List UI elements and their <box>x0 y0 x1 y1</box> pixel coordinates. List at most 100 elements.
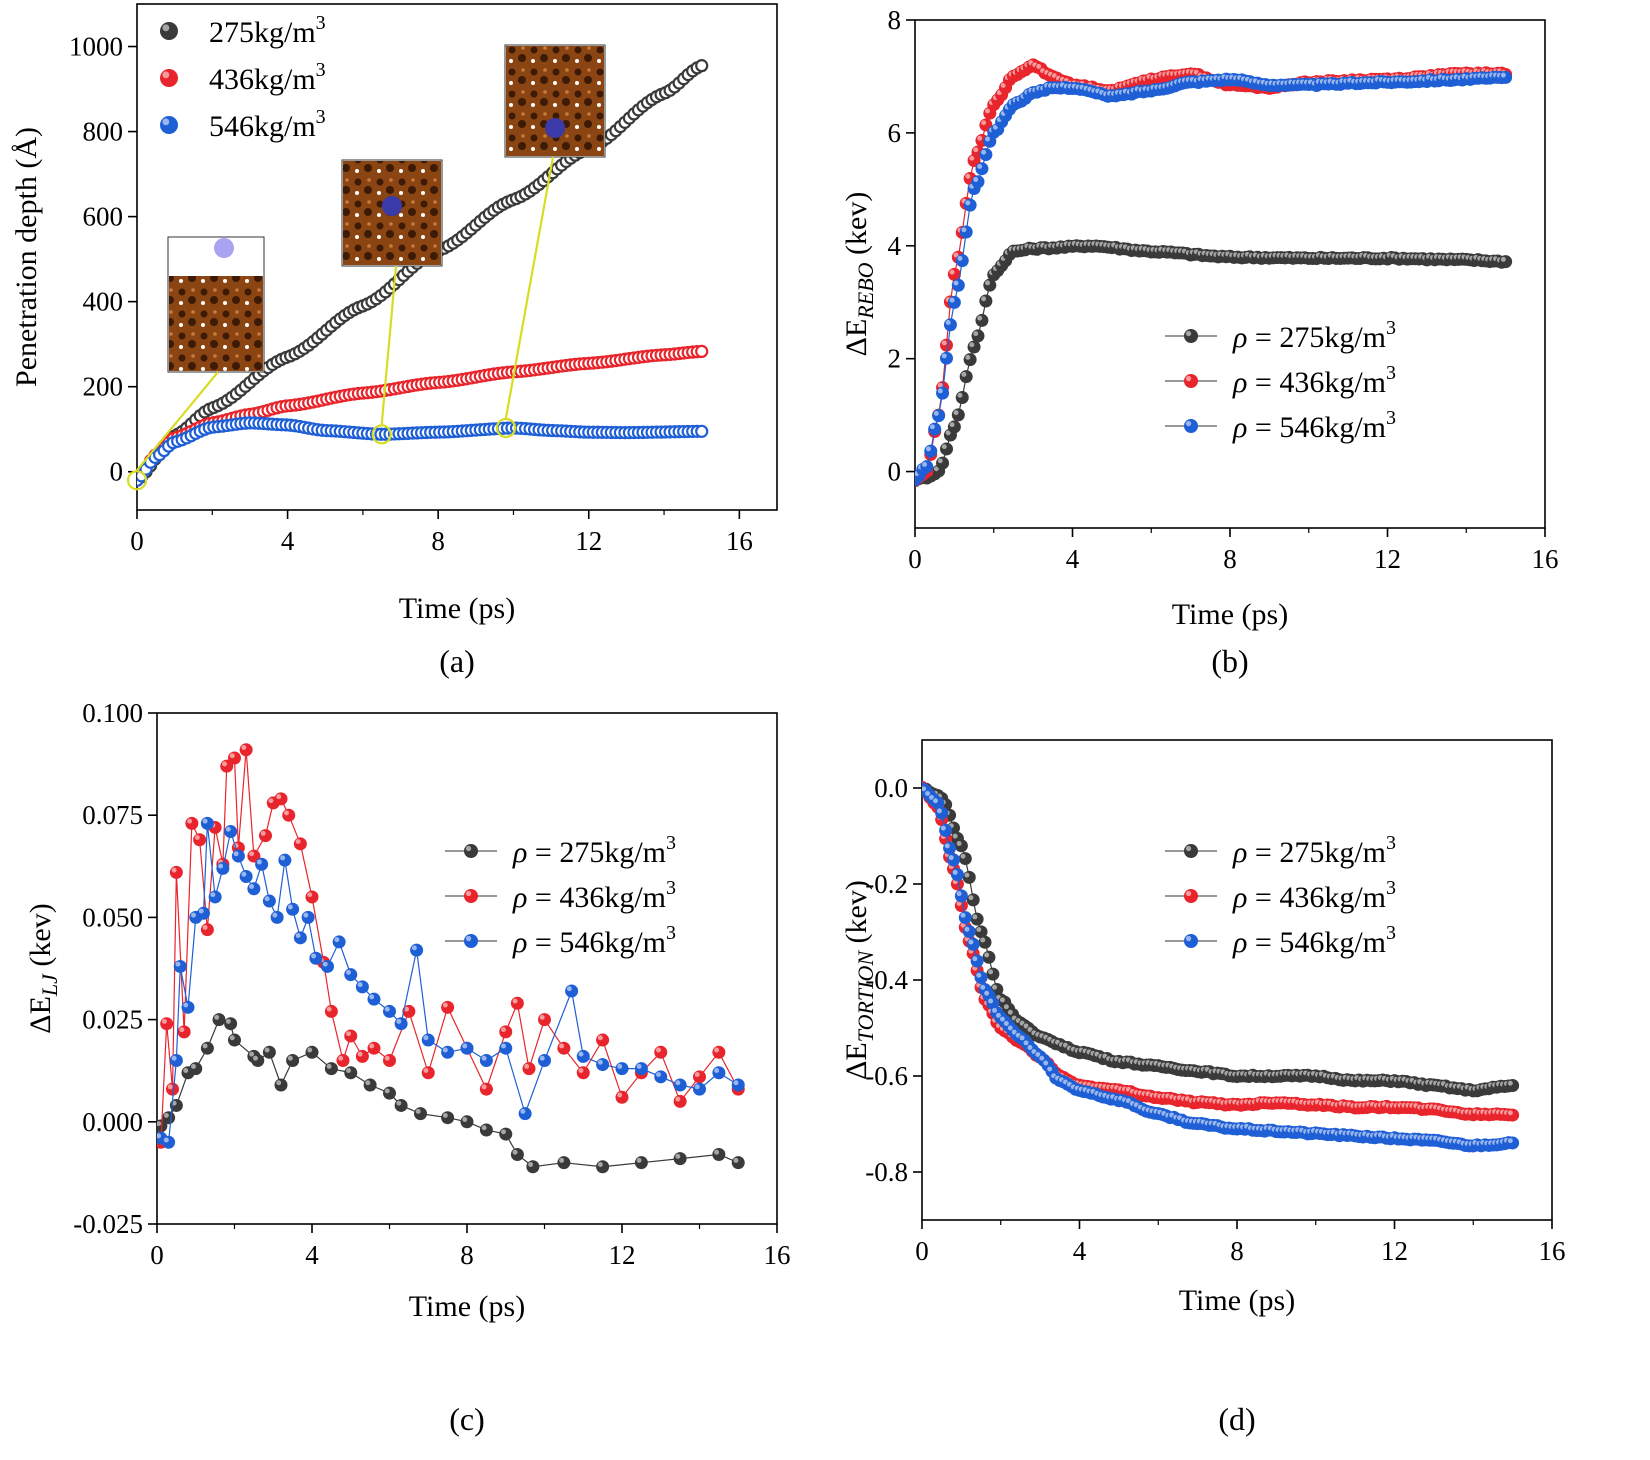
data-point <box>967 340 981 354</box>
data-point-highlight <box>976 927 982 933</box>
legend-label: ρ = 546kg/m3 <box>1232 407 1396 444</box>
data-point-highlight <box>929 794 935 800</box>
data-point <box>940 442 953 456</box>
legend-marker <box>160 116 178 134</box>
data-point <box>278 853 292 867</box>
x-tick-label: 12 <box>1381 1236 1408 1266</box>
data-point-highlight <box>365 1080 371 1086</box>
data-point-highlight <box>163 1112 169 1118</box>
data-point <box>193 833 207 847</box>
data-point <box>293 931 307 945</box>
data-point <box>293 837 307 851</box>
legend: ρ = 275kg/m3 ρ = 436kg/m3 ρ = 546kg/m3 <box>1165 317 1396 444</box>
data-point-highlight <box>442 1002 448 1008</box>
panel-label: (b) <box>1211 643 1248 679</box>
legend-label: ρ = 546kg/m3 <box>512 922 676 959</box>
data-point <box>309 951 323 965</box>
data-point <box>596 1033 610 1047</box>
data-point-highlight <box>256 859 262 865</box>
legend-label: ρ = 546kg/m3 <box>1232 922 1396 959</box>
data-point-highlight <box>1003 1004 1009 1010</box>
y-tick-label: 0.100 <box>82 698 143 728</box>
legend-marker <box>464 889 478 903</box>
y-tick-label: 0.025 <box>82 1005 143 1035</box>
x-tick-label: 4 <box>1066 544 1080 574</box>
data-point <box>943 841 957 855</box>
x-tick-label: 0 <box>908 544 922 574</box>
data-point <box>576 1066 590 1080</box>
data-point-highlight <box>996 1012 1001 1018</box>
data-point-highlight <box>968 895 974 901</box>
data-point-highlight <box>295 839 301 845</box>
data-point-highlight <box>1507 1110 1513 1116</box>
data-point-highlight <box>1500 72 1506 78</box>
y-axis-title-unit: (kev) <box>840 880 873 951</box>
data-point <box>1506 1079 1520 1093</box>
data-point <box>712 1045 726 1059</box>
x-tick-label: 4 <box>281 526 295 556</box>
y-tick-label: 200 <box>83 372 124 402</box>
data-point-highlight <box>303 912 309 918</box>
data-point <box>414 1107 427 1121</box>
data-point-highlight <box>512 998 518 1004</box>
data-point-highlight <box>922 461 928 467</box>
data-point-highlight <box>334 937 340 943</box>
data-point-highlight <box>714 1047 720 1053</box>
data-point-highlight <box>326 1006 332 1012</box>
data-point <box>1506 1136 1520 1150</box>
data-point-highlight <box>972 956 978 962</box>
data-point-highlight <box>953 280 959 286</box>
data-point-highlight <box>1047 1066 1053 1072</box>
data-point-highlight <box>694 1084 700 1090</box>
data-point-highlight <box>295 933 301 939</box>
data-point <box>344 1066 358 1080</box>
legend-marker-highlight <box>1185 845 1192 852</box>
y-tick-label: 0.0 <box>874 773 908 803</box>
series-546kg/m3 <box>157 816 745 1149</box>
data-point <box>947 853 960 867</box>
x-tick-label: 8 <box>460 1240 474 1270</box>
data-point <box>421 1066 435 1080</box>
series-line <box>922 787 1513 1092</box>
y-tick-label: 0 <box>888 457 902 487</box>
y-tick-label: 8 <box>888 5 902 35</box>
data-point-highlight <box>973 177 979 182</box>
data-point-highlight <box>528 1162 534 1167</box>
legend-marker-highlight <box>1185 935 1192 942</box>
legend: ρ = 275kg/m3 ρ = 436kg/m3 ρ = 546kg/m3 <box>1165 832 1396 959</box>
plot-frame <box>136 3 778 511</box>
inset-projectile <box>545 118 565 138</box>
data-point-highlight <box>218 863 224 869</box>
data-point <box>355 980 369 994</box>
data-point <box>162 1135 176 1149</box>
data-point <box>324 1062 338 1076</box>
x-tick-label: 0 <box>150 1240 164 1270</box>
data-point-highlight <box>171 867 177 873</box>
data-point-highlight <box>957 392 963 398</box>
data-point-highlight <box>948 855 954 861</box>
x-axis-title: Time (ps) <box>409 1290 525 1323</box>
series-line <box>915 245 1506 482</box>
data-point <box>262 1045 276 1059</box>
data-point <box>693 1070 706 1084</box>
data-point-highlight <box>957 255 963 261</box>
legend-marker-highlight <box>162 118 170 126</box>
data-point-highlight <box>972 914 978 920</box>
data-point <box>301 910 315 924</box>
legend-marker <box>160 22 178 40</box>
data-point-highlight <box>597 1035 603 1041</box>
data-point <box>954 889 968 903</box>
data-point <box>200 1041 214 1055</box>
y-tick-label: 1000 <box>69 32 123 62</box>
data-point-highlight <box>984 952 990 958</box>
data-point <box>181 1000 195 1014</box>
data-point <box>731 1156 745 1170</box>
legend-marker <box>1184 374 1198 388</box>
series-546kg/m3 <box>922 782 1520 1153</box>
data-point-highlight <box>210 892 216 898</box>
data-point <box>975 162 989 176</box>
data-point-highlight <box>999 997 1005 1003</box>
legend-label: 546kg/m3 <box>209 106 326 143</box>
data-point-highlight <box>1011 1029 1017 1035</box>
data-point <box>332 935 346 949</box>
